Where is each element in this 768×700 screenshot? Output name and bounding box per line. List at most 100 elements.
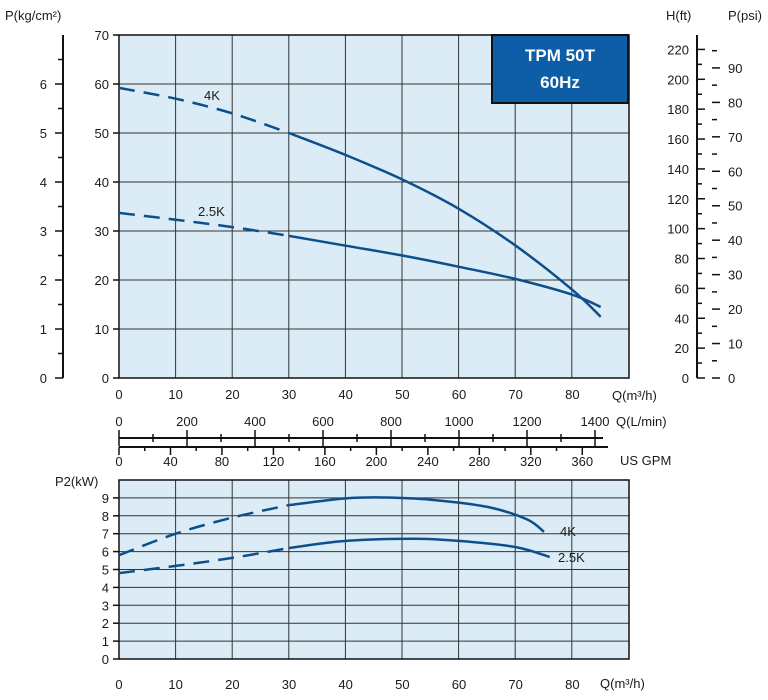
flow-m3h-tick-label-bottom: 80: [565, 677, 579, 692]
flow-m3h-axis-title-bottom: Q(m³/h): [600, 676, 645, 691]
flow-lmin-tick-label: 600: [312, 414, 334, 429]
flow-m3h-tick-label-top: 10: [168, 387, 182, 402]
head-m-tick-label: 0: [102, 371, 109, 386]
head-ft-tick-label: 220: [667, 42, 689, 57]
power-tick-label: 7: [102, 527, 109, 542]
head-ft-tick-label: 40: [675, 311, 689, 326]
flow-lmin-tick-label: 200: [176, 414, 198, 429]
flow-lmin-tick-label: 0: [115, 414, 122, 429]
pressure-kgcm2-tick-label: 3: [40, 224, 47, 239]
model-badge-box: [491, 34, 629, 104]
pressure-psi-tick-label: 20: [728, 302, 742, 317]
head-m-tick-label: 50: [95, 126, 109, 141]
head-ft-tick-label: 140: [667, 162, 689, 177]
power-tick-label: 4: [102, 580, 109, 595]
head-m-tick-label: 70: [95, 28, 109, 43]
head-ft-tick-label: 200: [667, 72, 689, 87]
flow-m3h-tick-label-top: 50: [395, 387, 409, 402]
flow-m3h-tick-label-top: 0: [115, 387, 122, 402]
power-curve-4k-dashed: [118, 503, 290, 557]
head-ft-tick-label: 160: [667, 132, 689, 147]
head-ft-axis-title: H(ft): [666, 8, 691, 23]
flow-m3h-tick-label-bottom: 20: [225, 677, 239, 692]
head-ft-tick-label: 100: [667, 222, 689, 237]
head-curve-2-5k-solid: [288, 234, 602, 309]
head-m-tick-label: 30: [95, 224, 109, 239]
pressure-psi-tick-label: 90: [728, 61, 742, 76]
power-tick-label: 3: [102, 598, 109, 613]
head-curve-2-5k-dashed: [118, 211, 290, 238]
head-curve-4k-solid: [288, 131, 602, 318]
head-ft-tick-label: 180: [667, 102, 689, 117]
head-m-tick-label: 40: [95, 175, 109, 190]
pressure-kgcm2-tick-label: 2: [40, 273, 47, 288]
us-gpm-tick-label: 0: [115, 454, 122, 469]
pressure-psi-tick-label: 70: [728, 130, 742, 145]
flow-m3h-tick-label-bottom: 50: [395, 677, 409, 692]
pressure-kgcm2-tick-label: 1: [40, 322, 47, 337]
model-badge: TPM 50T 60Hz: [491, 34, 629, 104]
head-m-tick-label: 10: [95, 322, 109, 337]
head-ft-tick-label: 80: [675, 252, 689, 267]
power-tick-label: 9: [102, 491, 109, 506]
flow-m3h-tick-label-top: 70: [508, 387, 522, 402]
pressure-kgcm2-tick-label: 6: [40, 77, 47, 92]
flow-lmin-tick-label: 1400: [581, 414, 610, 429]
flow-lmin-tick-label: 1000: [445, 414, 474, 429]
head-m-tick-label: 20: [95, 273, 109, 288]
pressure-kgcm2-tick-label: 0: [40, 371, 47, 386]
flow-m3h-tick-label-bottom: 70: [508, 677, 522, 692]
head-ft-tick-label: 0: [682, 371, 689, 386]
flow-m3h-tick-label-bottom: 0: [115, 677, 122, 692]
power-curve-2-5k-solid: [288, 537, 551, 559]
power-tick-label: 1: [102, 634, 109, 649]
flow-m3h-axis-title-top: Q(m³/h): [612, 388, 657, 403]
plot-backgrounds: [119, 35, 629, 659]
flow-lmin-tick-label: 400: [244, 414, 266, 429]
us-gpm-tick-label: 160: [314, 454, 336, 469]
pressure-psi-tick-label: 30: [728, 268, 742, 283]
pressure-kgcm2-tick-label: 5: [40, 126, 47, 141]
pressure-psi-tick-label: 50: [728, 199, 742, 214]
us-gpm-tick-label: 360: [571, 454, 593, 469]
flow-m3h-tick-label-top: 40: [338, 387, 352, 402]
head-ft-tick-label: 20: [675, 341, 689, 356]
flow-lmin-tick-label: 800: [380, 414, 402, 429]
power-tick-label: 2: [102, 616, 109, 631]
flow-m3h-tick-label-top: 30: [282, 387, 296, 402]
model-badge-line-1: TPM 50T: [525, 46, 596, 65]
pressure-psi-axis-title: P(psi): [728, 8, 762, 23]
head-curve-4k-dashed: [118, 86, 290, 135]
us-gpm-tick-label: 240: [417, 454, 439, 469]
us-gpm-tick-label: 40: [163, 454, 177, 469]
curve-label-2-5k-power: 2.5K: [558, 550, 585, 565]
curve-label-2-5k-head: 2.5K: [198, 204, 225, 219]
power-tick-label: 8: [102, 509, 109, 524]
pressure-psi-tick-label: 10: [728, 337, 742, 352]
us-gpm-axis-title: US GPM: [620, 453, 671, 468]
pressure-psi-tick-label: 80: [728, 95, 742, 110]
us-gpm-tick-label: 80: [215, 454, 229, 469]
power-tick-label: 6: [102, 545, 109, 560]
pressure-psi-tick-label: 0: [728, 371, 735, 386]
flow-m3h-tick-label-bottom: 10: [168, 677, 182, 692]
flow-lmin-tick-label: 1200: [513, 414, 542, 429]
flow-m3h-tick-label-top: 20: [225, 387, 239, 402]
flow-m3h-tick-label-top: 80: [565, 387, 579, 402]
flow-lmin-axis-title: Q(L/min): [616, 414, 667, 429]
curves: [118, 86, 602, 575]
power-curve-2-5k-dashed: [118, 546, 290, 575]
power-axis-title: P2(kW): [55, 474, 98, 489]
us-gpm-tick-label: 200: [366, 454, 388, 469]
head-ft-tick-label: 120: [667, 192, 689, 207]
curve-label-4k-head: 4K: [204, 88, 220, 103]
us-gpm-tick-label: 320: [520, 454, 542, 469]
us-gpm-tick-label: 280: [468, 454, 490, 469]
head-m-tick-label: 60: [95, 77, 109, 92]
pressure-kgcm2-axis-title: P(kg/cm²): [5, 8, 61, 23]
top-plot-border: [118, 34, 630, 379]
pressure-psi-tick-label: 40: [728, 233, 742, 248]
flow-m3h-tick-label-top: 60: [452, 387, 466, 402]
power-curve-4k-solid: [288, 496, 545, 533]
